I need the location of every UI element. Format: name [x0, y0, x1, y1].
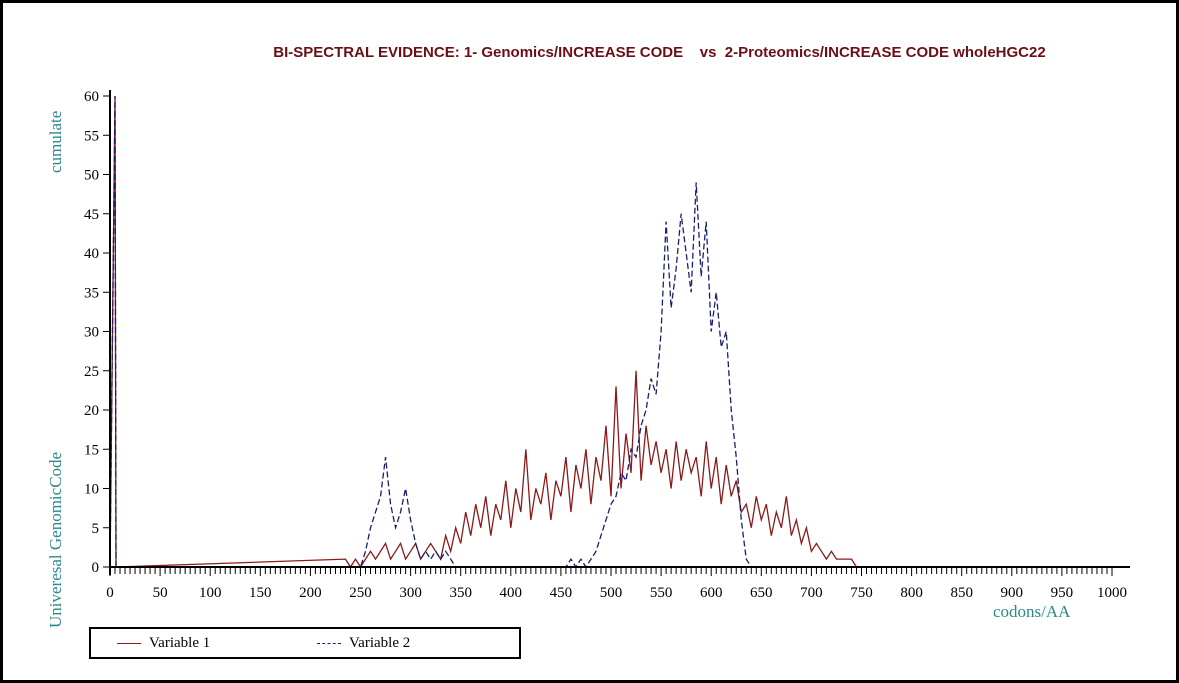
- y-tick-label: 20: [84, 403, 99, 419]
- dashed-line-swatch-icon: [317, 643, 341, 644]
- y-tick-label: 5: [92, 521, 100, 537]
- x-tick-label: 250: [349, 585, 372, 601]
- series-line-2: [109, 95, 752, 569]
- legend-item-variable-2: Variable 2: [317, 635, 410, 652]
- x-tick-label: 550: [650, 585, 673, 601]
- x-tick-label: 650: [750, 585, 773, 601]
- x-tick-label: 800: [900, 585, 923, 601]
- series-line-1: [109, 95, 858, 569]
- y-axis-label-bottom: Univeresal GenomicCode: [46, 452, 65, 628]
- x-tick-label: 750: [850, 585, 873, 601]
- x-tick-label: 150: [249, 585, 272, 601]
- y-tick-label: 40: [84, 246, 99, 262]
- legend-label: Variable 1: [149, 635, 211, 651]
- legend-item-variable-1: Variable 1: [117, 635, 210, 652]
- x-tick-label: 600: [700, 585, 723, 601]
- x-tick-label: 100: [199, 585, 222, 601]
- legend: Variable 1 Variable 2: [89, 627, 521, 659]
- y-tick-label: 10: [84, 482, 99, 498]
- x-tick-label: 700: [800, 585, 823, 601]
- y-tick-label: 30: [84, 325, 99, 341]
- x-tick-label: 200: [299, 585, 322, 601]
- y-tick-label: 50: [84, 168, 99, 184]
- x-tick-label: 950: [1051, 585, 1074, 601]
- x-tick-label: 350: [449, 585, 472, 601]
- legend-label: Variable 2: [349, 635, 411, 651]
- x-tick-label: 0: [106, 585, 114, 601]
- x-tick-label: 450: [550, 585, 573, 601]
- x-axis-label: codons/AA: [993, 602, 1071, 621]
- plot-area: cumulate Univeresal GenomicCode codons/A…: [46, 89, 1130, 628]
- x-tick-label: 850: [950, 585, 973, 601]
- x-tick-label: 50: [153, 585, 168, 601]
- y-tick-label: 15: [84, 442, 99, 458]
- x-tick-label: 500: [600, 585, 623, 601]
- y-tick-label: 60: [84, 89, 99, 105]
- y-tick-label: 0: [92, 560, 100, 576]
- y-axis-label-top: cumulate: [46, 111, 65, 173]
- x-tick-label: 900: [1001, 585, 1024, 601]
- chart-title: BI-SPECTRAL EVIDENCE: 1- Genomics/INCREA…: [273, 44, 1046, 61]
- x-tick-label: 400: [500, 585, 523, 601]
- y-tick-label: 55: [84, 128, 99, 144]
- y-tick-label: 35: [84, 285, 99, 301]
- x-tick-label: 300: [399, 585, 422, 601]
- y-tick-label: 25: [84, 364, 99, 380]
- y-tick-label: 45: [84, 207, 99, 223]
- x-tick-label: 1000: [1097, 585, 1127, 601]
- solid-line-swatch-icon: [117, 643, 141, 644]
